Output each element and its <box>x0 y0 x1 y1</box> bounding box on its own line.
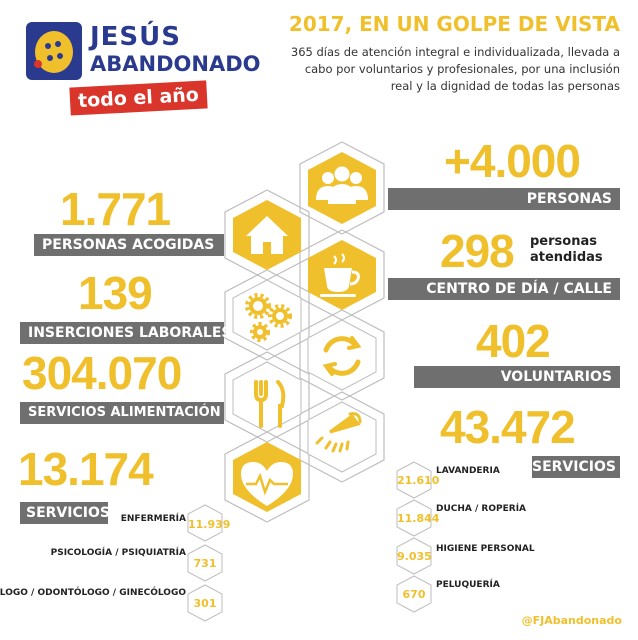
stat-alimentacion-label: SERVICIOS ALIMENTACIÓN <box>20 402 224 424</box>
health-service-label: PSICOLOGÍA / PSIQUIATRÍA <box>50 548 186 558</box>
hygiene-service-value: 11.844 <box>397 512 440 525</box>
stat-inserciones-value: 139 <box>78 267 153 319</box>
stat-personas-value: +4.000 <box>444 135 581 187</box>
shower-icon <box>315 412 362 453</box>
stat-voluntarios-label: VOLUNTARIOS <box>414 366 620 388</box>
page-subtitle: 365 días de atención integral e individu… <box>291 44 620 95</box>
health-service-label: PODÓLOGO / ODONTÓLOGO / GINECÓLOGO <box>0 588 186 598</box>
hygiene-service-label: DUCHA / ROPERÍA <box>436 504 527 514</box>
hygiene-service-label: LAVANDERIA <box>436 466 500 476</box>
hygiene-service-label: PELUQUERÍA <box>436 580 500 590</box>
subtitle-line: 365 días de atención integral e individu… <box>290 45 620 59</box>
hygiene-service-value: 670 <box>402 588 426 601</box>
stat-servicios-left-value: 13.174 <box>18 443 154 495</box>
health-service-label: ENFERMERÍA <box>120 514 186 524</box>
hygiene-service-value: 9.035 <box>397 550 432 563</box>
stat-acogidas-value: 1.771 <box>60 183 171 235</box>
stat-inserciones-label: INSERCIONES LABORALES <box>20 322 232 344</box>
house-icon <box>246 216 288 254</box>
logo: JESÚS ABANDONADO todo el año <box>24 14 264 116</box>
brand-tagline: todo el año <box>69 80 208 116</box>
health-service-value: 11.939 <box>188 518 231 531</box>
coffee-cup-icon <box>320 253 360 297</box>
cutlery-icon <box>254 380 286 428</box>
stat-voluntarios-value: 402 <box>476 315 551 367</box>
people-icon <box>316 166 368 204</box>
social-handle[interactable]: @FJAbandonado <box>521 614 622 627</box>
recycle-arrows-icon <box>322 336 362 376</box>
stat-servicios-right-value: 43.472 <box>440 401 576 453</box>
stat-personas-label: PERSONAS <box>388 188 620 210</box>
heart-pulse-icon <box>241 462 293 506</box>
centro-note-line: personas <box>530 234 597 249</box>
stat-alimentacion-value: 304.070 <box>22 347 182 399</box>
subtitle-line: real y la dignidad de todas las personas <box>390 79 620 93</box>
health-service-value: 731 <box>193 557 217 570</box>
stat-centro-label: CENTRO DE DÍA / CALLE <box>388 278 620 300</box>
stat-centro-note: personas atendidas <box>530 234 603 266</box>
stat-acogidas-label: PERSONAS ACOGIDAS <box>34 234 224 256</box>
health-service-value: 301 <box>193 597 217 610</box>
stat-centro-value: 298 <box>440 225 515 277</box>
hygiene-service-value: 21.610 <box>397 474 440 487</box>
logo-mark-icon <box>26 22 82 80</box>
page-title: 2017, EN UN GOLPE DE VISTA <box>288 12 620 36</box>
centro-note-line: atendidas <box>530 250 603 265</box>
stat-servicios-left-label: SERVICIOS <box>20 502 110 524</box>
brand-name-line1: JESÚS <box>90 22 181 52</box>
gears-icon <box>245 293 292 342</box>
brand-name-line2: ABANDONADO <box>90 52 261 76</box>
hygiene-service-label: HIGIENE PERSONAL <box>436 544 535 554</box>
subtitle-line: cabo por voluntarios y profesionales, po… <box>304 62 620 76</box>
stat-servicios-right-label: SERVICIOS <box>532 456 620 478</box>
